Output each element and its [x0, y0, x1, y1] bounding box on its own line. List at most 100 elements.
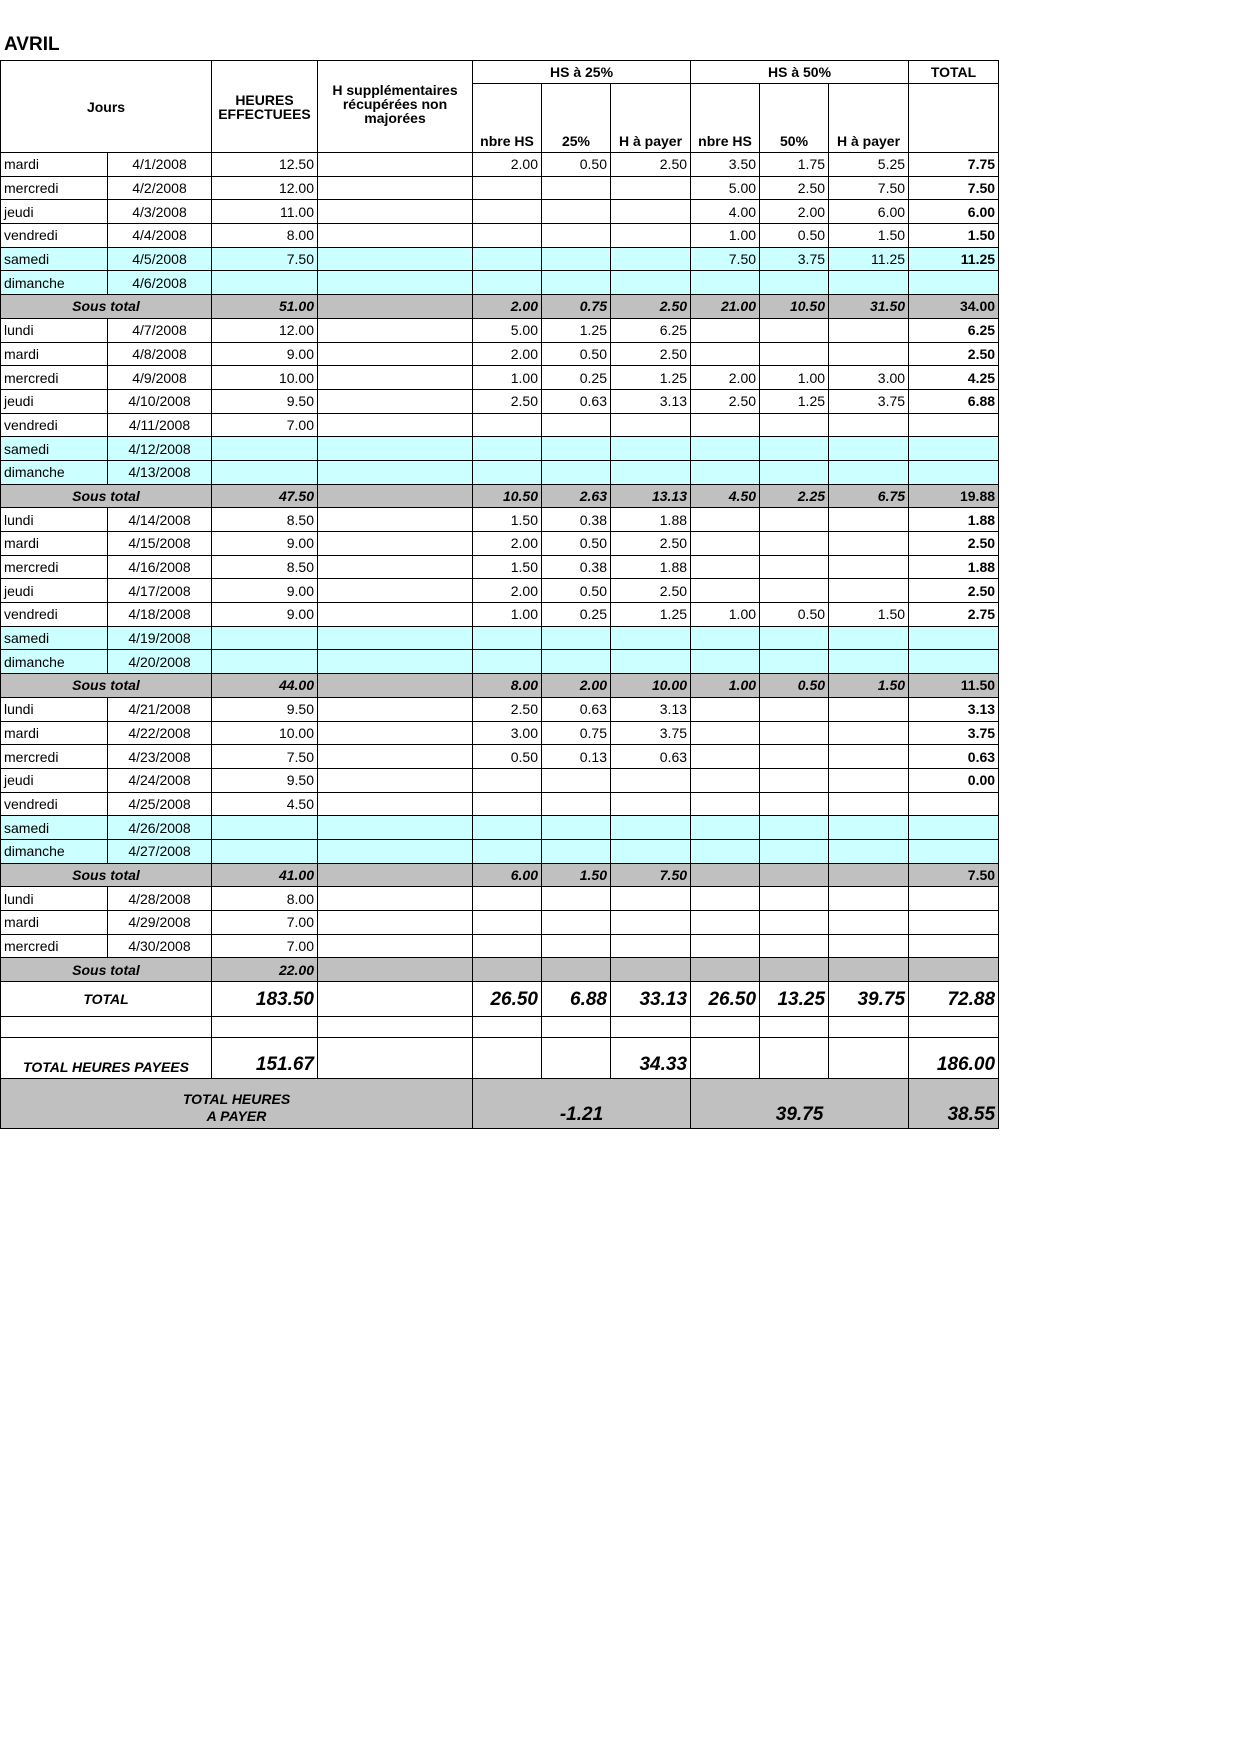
cell-recup	[317, 744, 473, 769]
cell-h-payer-50: 5.25	[828, 152, 910, 177]
blank-cell	[0, 1016, 212, 1039]
blank-cell	[317, 1016, 473, 1039]
cell-heures: 47.50	[211, 483, 318, 509]
cell-total: 6.25	[908, 317, 1000, 343]
cell-h-payer-50	[828, 1037, 910, 1080]
cell-nbre-hs-50	[690, 791, 761, 817]
cell-nbre-hs-50	[690, 436, 761, 461]
cell-nbre-hs-50	[690, 933, 761, 959]
subtotal-row: Sous total 51.00 2.00 0.75 2.50 21.00 10.50 31.…	[0, 294, 1000, 319]
cell-recup	[317, 365, 473, 390]
cell-pct-50	[759, 696, 830, 722]
blank-cell	[609, 1016, 692, 1039]
cell-recup	[317, 767, 473, 793]
cell-total: 3.13	[908, 696, 1000, 722]
cell-total: 1.88	[908, 507, 1000, 532]
cell-h-payer-25	[609, 270, 692, 296]
cell-nbre-hs-25: 0.50	[472, 744, 542, 769]
cell-heures: 44.00	[211, 673, 318, 698]
cell-nbre-hs-25: 2.00	[472, 294, 542, 319]
cell-pct-50	[759, 649, 830, 675]
cell-heures	[211, 270, 318, 296]
cell-h-payer-25: 3.13	[609, 388, 692, 414]
table-row: samedi 4/12/2008	[0, 436, 1000, 461]
cell-pct-50: 2.00	[759, 199, 830, 225]
cell-pct-25: 2.63	[541, 483, 611, 509]
cell-h-payer-25	[609, 791, 692, 817]
cell-date: 4/22/2008	[107, 720, 212, 746]
cell-h-payer-25: 1.88	[609, 554, 692, 580]
cell-total: 2.50	[908, 341, 1000, 367]
cell-date: 4/10/2008	[107, 388, 212, 414]
cell-pct-50: 0.50	[759, 673, 830, 698]
cell-h-payer-25: 33.13	[609, 981, 692, 1018]
cell-heures: 9.00	[211, 578, 318, 604]
cell-nbre-hs-50: 1.00	[690, 602, 761, 627]
blank-cell	[908, 1016, 1000, 1039]
cell-total: 0.00	[908, 767, 1000, 793]
cell-nbre-hs-25: 5.00	[472, 317, 542, 343]
cell-recup	[317, 578, 473, 604]
cell-h-payer-25	[609, 412, 692, 438]
table-row: dimanche 4/27/2008	[0, 838, 1000, 864]
cell-h-payer-25: 1.88	[609, 507, 692, 532]
table-row: jeudi 4/17/2008 9.00 2.00 0.50 2.50 2.50	[0, 578, 1000, 604]
cell-pct-25	[541, 199, 611, 225]
cell-total: 4.25	[908, 365, 1000, 390]
cell-h-payer-25: 1.25	[609, 602, 692, 627]
cell-heures: 10.00	[211, 720, 318, 746]
cell-pct-50	[759, 886, 830, 911]
cell-recup	[317, 862, 473, 888]
cell-h-payer-50	[828, 767, 910, 793]
table-row: samedi 4/5/2008 7.50 7.50 3.75 11.25 11.25	[0, 246, 1000, 272]
cell-nbre-hs-50	[690, 507, 761, 532]
cell-h-payer-50	[828, 933, 910, 959]
cell-h-payer-25	[609, 625, 692, 651]
cell-nbre-hs-50: 2.00	[690, 365, 761, 390]
table-row: jeudi 4/10/2008 9.50 2.50 0.63 3.13 2.50 1.25 3.…	[0, 388, 1000, 414]
cell-nbre-hs-25: 2.00	[472, 531, 542, 556]
cell-date: 4/24/2008	[107, 767, 212, 793]
cell-recup	[317, 838, 473, 864]
cell-heures: 8.00	[211, 886, 318, 911]
cell-pct-25: 0.75	[541, 720, 611, 746]
sheet-title: AVRIL	[4, 34, 60, 55]
cell-pct-50: 3.75	[759, 246, 830, 272]
cell-pct-50	[759, 412, 830, 438]
cell-heures: 7.00	[211, 933, 318, 959]
cell-day: mardi	[0, 531, 108, 556]
cell-h-payer-50: 1.50	[828, 602, 910, 627]
cell-nbre-hs-25: 26.50	[472, 981, 542, 1018]
cell-day: mardi	[0, 341, 108, 367]
table-row: jeudi 4/24/2008 9.50 0.00	[0, 767, 1000, 793]
cell-h-payer-25: 2.50	[609, 341, 692, 367]
cell-nbre-hs-50	[690, 696, 761, 722]
subtotal-row: Sous total 44.00 8.00 2.00 10.00 1.00 0.50 1.50…	[0, 673, 1000, 698]
blank-cell	[541, 1016, 611, 1039]
cell-heures: 22.00	[211, 957, 318, 983]
cell-h-payer-25: 1.25	[609, 365, 692, 390]
cell-h-payer-50	[828, 957, 910, 983]
cell-pct-50	[759, 957, 830, 983]
table-row: mercredi 4/23/2008 7.50 0.50 0.13 0.63 0.63	[0, 744, 1000, 769]
cell-heures: 151.67	[211, 1037, 318, 1080]
header-hs25: HS à 25%	[471, 60, 692, 84]
cell-total: 34.00	[908, 294, 1000, 319]
cell-pct-25	[541, 815, 611, 840]
cell-recup	[317, 199, 473, 225]
cell-h-payer-25: 3.75	[609, 720, 692, 746]
cell-heures: 10.00	[211, 365, 318, 390]
cell-date: 4/11/2008	[107, 412, 212, 438]
cell-nbre-hs-25: 1.50	[472, 554, 542, 580]
cell-h-payer-50	[828, 436, 910, 461]
cell-recup	[317, 436, 473, 461]
cell-h-payer-50	[828, 459, 910, 485]
cell-pct-50	[759, 625, 830, 651]
cell-total-balance: 38.55	[908, 1078, 1000, 1130]
cell-recup	[317, 720, 473, 746]
cell-recup	[317, 341, 473, 367]
cell-nbre-hs-50: 21.00	[690, 294, 761, 319]
cell-heures: 12.50	[211, 152, 318, 177]
cell-h-payer-50	[828, 412, 910, 438]
cell-pct-25: 0.25	[541, 365, 611, 390]
